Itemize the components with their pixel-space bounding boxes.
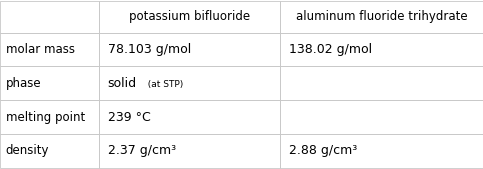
Text: molar mass: molar mass: [6, 43, 75, 56]
Bar: [0, 1, 99, 32]
Text: 2.37 g/cm³: 2.37 g/cm³: [108, 144, 176, 157]
Text: 2.88 g/cm³: 2.88 g/cm³: [289, 144, 357, 157]
Text: solid: solid: [108, 77, 137, 90]
Bar: [99, 134, 280, 168]
Bar: [280, 100, 483, 134]
Text: 138.02 g/mol: 138.02 g/mol: [289, 43, 372, 56]
Bar: [0, 100, 99, 134]
Text: (at STP): (at STP): [142, 80, 184, 89]
Bar: [280, 134, 483, 168]
Bar: [99, 100, 280, 134]
Bar: [280, 1, 483, 32]
Text: 78.103 g/mol: 78.103 g/mol: [108, 43, 191, 56]
Text: potassium bifluoride: potassium bifluoride: [129, 10, 250, 23]
Text: 239 °C: 239 °C: [108, 111, 151, 124]
Text: melting point: melting point: [6, 111, 85, 124]
Bar: [99, 66, 280, 100]
Text: aluminum fluoride trihydrate: aluminum fluoride trihydrate: [296, 10, 468, 23]
Text: phase: phase: [6, 77, 42, 90]
Bar: [0, 134, 99, 168]
Bar: [99, 1, 280, 32]
Bar: [0, 33, 99, 66]
Bar: [99, 33, 280, 66]
Bar: [280, 66, 483, 100]
Bar: [0, 66, 99, 100]
Bar: [280, 33, 483, 66]
Text: density: density: [6, 144, 49, 157]
